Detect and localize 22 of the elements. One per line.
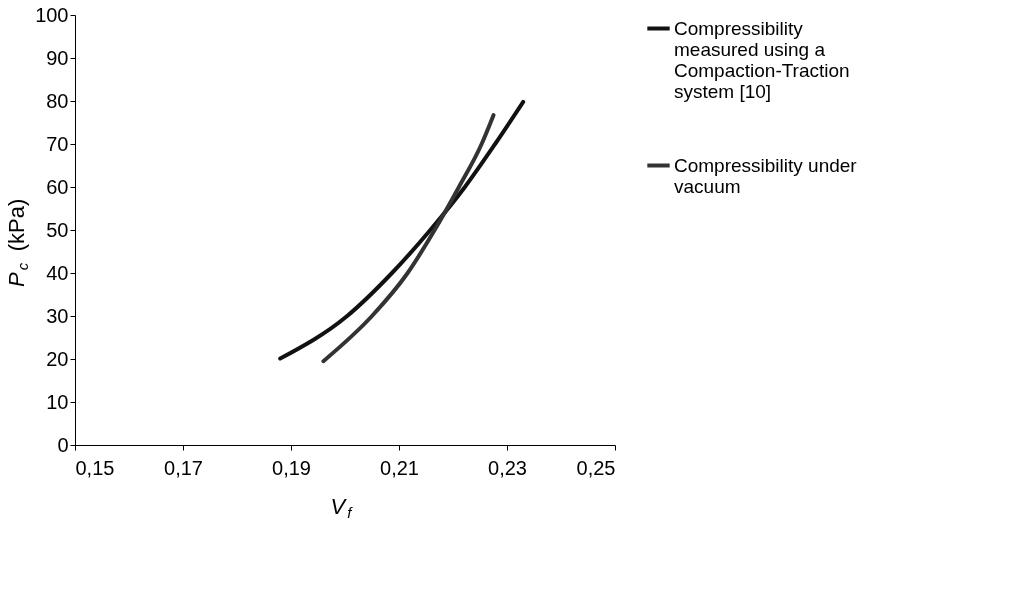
y-tick-label: 60 — [46, 175, 69, 198]
y-tick-label: 80 — [46, 89, 69, 112]
y-tick-label: 10 — [46, 390, 69, 413]
line-series — [321, 113, 496, 364]
x-tick-label: 0,19 — [272, 456, 311, 479]
x-tick-label: 0,23 — [488, 456, 527, 479]
legend-label: Compressibility measured using a Compaction-Traction system [10] — [674, 17, 850, 102]
y-tick-label: 100 — [35, 3, 69, 26]
line-series — [278, 99, 526, 361]
y-tick-label: 0 — [57, 433, 69, 456]
legend-label: Compressibility under vacuum — [674, 154, 858, 197]
y-tick-label: 90 — [46, 46, 69, 69]
x-tick-label: 0,25 — [576, 456, 616, 479]
y-tick-label: 50 — [46, 218, 69, 241]
y-tick-label: 30 — [46, 304, 69, 327]
x-tick-label: 0,21 — [380, 456, 419, 479]
y-tick-label: 40 — [46, 261, 69, 284]
y-tick-label: 70 — [46, 132, 69, 155]
y-tick-label: 20 — [46, 347, 69, 370]
x-tick-label: 0,17 — [164, 456, 203, 479]
x-tick-label: 0,15 — [75, 456, 115, 479]
y-axis-title: Pc (kPa) — [4, 198, 31, 287]
